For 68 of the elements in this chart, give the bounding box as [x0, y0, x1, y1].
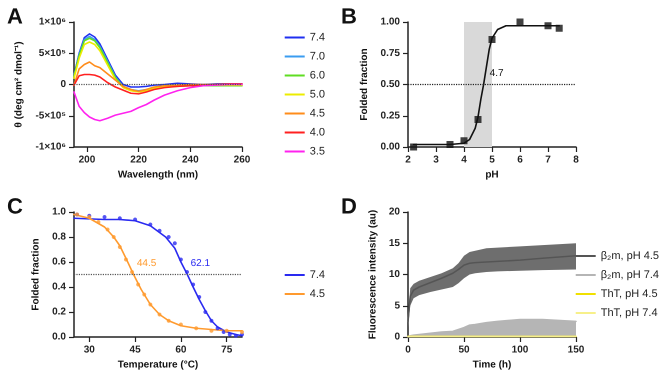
legend-label: 4.5 — [310, 108, 326, 120]
text: β₂m, pH 4.5 — [600, 250, 660, 262]
chart-title: C — [7, 193, 23, 218]
y-tick-label: 1.00 — [380, 16, 400, 28]
y-tick-label: 0.0 — [52, 331, 66, 342]
x-tick-label: 45 — [130, 344, 142, 355]
x-tick-label: 60 — [175, 344, 187, 355]
legend-label: ThT, pH 7.4 — [600, 306, 658, 318]
legend-label: ThT, pH 4.5 — [600, 288, 658, 300]
y-tick-label: 5×10⁵ — [38, 48, 66, 59]
x-tick-label: 260 — [234, 154, 251, 166]
x-tick-label: 50 — [458, 344, 470, 355]
legend-label: 4.5 — [310, 288, 326, 300]
y-tick-label: 1.0 — [52, 206, 66, 217]
annotation: 44.5 — [136, 258, 157, 268]
y-tick-label: 0 — [394, 331, 400, 342]
x-tick-label: 2 — [405, 154, 412, 166]
x-axis-title: Wavelength (nm) — [118, 169, 198, 180]
x-tick-label: 5 — [489, 154, 496, 166]
y-tick-label: 0.8 — [52, 231, 66, 242]
legend-label: 3.5 — [310, 146, 326, 158]
x-tick-label: 6 — [517, 154, 524, 166]
y-tick-label: 15 — [388, 237, 400, 248]
x-axis-title: Time (h) — [472, 358, 512, 370]
legend-label: 7.4 — [310, 32, 326, 44]
y-axis-title: Folded fraction — [30, 238, 42, 310]
y-tick-label: 0.2 — [52, 306, 66, 317]
y-tick-label: 20 — [388, 206, 400, 217]
x-tick-label: 8 — [573, 154, 580, 166]
x-tick-label: 100 — [512, 344, 529, 355]
x-tick-label: 240 — [182, 154, 200, 166]
y-tick-label: 0.6 — [52, 256, 66, 267]
legend-label: 4.0 — [310, 126, 326, 138]
y-tick-label: 0.00 — [380, 142, 400, 152]
y-axis-title: θ (deg cm² dmol⁻¹) — [14, 41, 24, 128]
x-tick-label: 4 — [461, 154, 468, 166]
annotation: 62.1 — [190, 258, 210, 268]
x-tick-label: 200 — [78, 154, 96, 166]
y-tick-label: -1×10⁶ — [36, 142, 66, 152]
y-tick-label: 0.75 — [380, 48, 400, 59]
chart-title: A — [7, 4, 23, 28]
x-tick-label: 0 — [405, 344, 412, 355]
x-tick-label: 7 — [545, 154, 552, 166]
y-tick-label: 5 — [394, 300, 400, 311]
x-tick-label: 75 — [221, 344, 233, 355]
y-tick-label: 0 — [60, 79, 66, 90]
chart-title: B — [341, 4, 357, 28]
x-tick-label: 3 — [433, 154, 440, 166]
x-axis-title: pH — [485, 169, 499, 180]
x-tick-label: 220 — [130, 154, 148, 166]
legend-label: 7.4 — [310, 268, 326, 280]
y-tick-label: 0.25 — [380, 110, 400, 122]
y-tick-label: 10 — [388, 268, 400, 280]
legend-label: 7.0 — [310, 50, 326, 62]
legend-label: β₂m, pH 7.4 — [600, 268, 660, 280]
y-tick-label: 1×10⁶ — [38, 16, 66, 28]
x-tick-label: 150 — [568, 344, 585, 355]
y-tick-label: -5×10⁵ — [35, 110, 66, 122]
x-axis-title: Temperature (°C) — [118, 358, 198, 370]
legend-label: 6.0 — [310, 70, 326, 82]
legend-label: 5.0 — [310, 88, 326, 100]
chart-title: D — [341, 193, 357, 218]
y-tick-label: 0.4 — [52, 281, 66, 292]
y-axis-title: Fluorescence intensity (au) — [367, 209, 378, 339]
annotation: 4.7 — [490, 68, 504, 79]
y-axis-title: Folded fraction — [359, 48, 370, 121]
x-tick-label: 30 — [84, 344, 96, 355]
y-tick-label: 0.50 — [380, 79, 400, 90]
